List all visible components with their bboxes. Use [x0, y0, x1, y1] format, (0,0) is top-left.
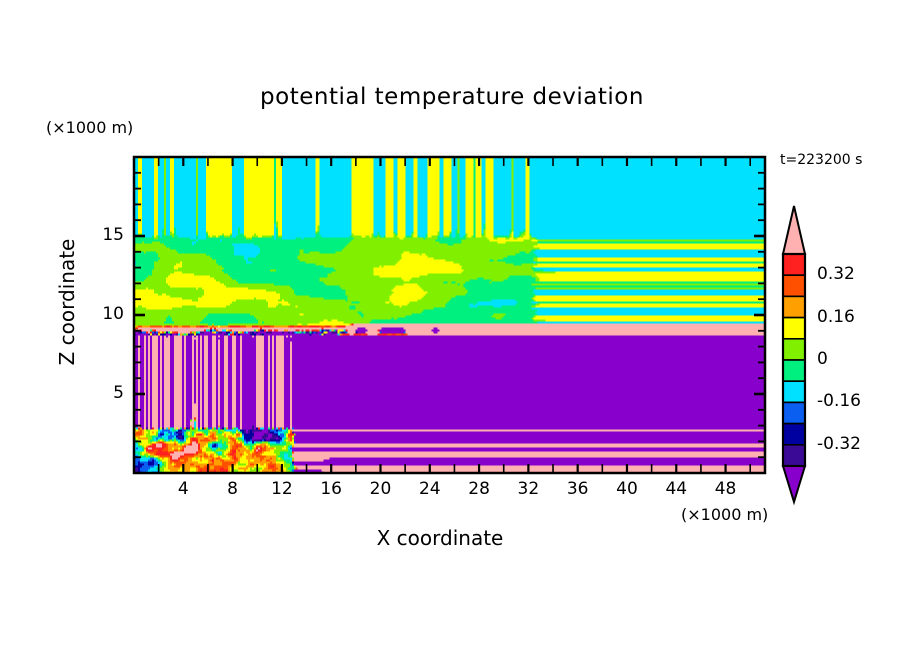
x-tick-label: 36	[566, 479, 589, 499]
colorbar-band	[782, 274, 806, 298]
colorbar-band	[782, 316, 806, 340]
x-axis-label: X coordinate	[376, 526, 504, 550]
x-tick-label: 44	[665, 479, 688, 499]
colorbar-tick-label: -0.32	[817, 433, 861, 454]
colorbar-tick-label: -0.16	[817, 391, 861, 412]
x-tick-label: 28	[468, 479, 490, 499]
colorbar-band	[782, 443, 806, 467]
x-tick-label: 12	[271, 479, 293, 499]
x-tick-label: 24	[418, 479, 441, 499]
colorbar	[781, 205, 807, 506]
x-tick-label: 40	[616, 479, 638, 499]
colorbar-band	[782, 337, 806, 361]
colorbar-band	[782, 422, 806, 446]
colorbar-band	[782, 380, 806, 404]
x-tick-label: 4	[177, 479, 189, 499]
contour-field	[134, 157, 765, 473]
colorbar-band	[782, 253, 806, 277]
plot-frame	[132, 155, 767, 475]
x-tick-label: 48	[714, 479, 737, 499]
colorbar-band	[782, 401, 806, 425]
y-tick-label: 5	[113, 383, 124, 403]
colorbar-tick-label: 0.16	[817, 306, 855, 327]
colorbar-band	[782, 359, 806, 383]
x-tick-label: 20	[369, 479, 392, 499]
time-annotation: t=223200 s	[780, 152, 863, 168]
x-tick-label: 32	[517, 479, 540, 499]
colorbar-tick-label: 0.32	[817, 264, 855, 285]
y-tick-label: 15	[102, 225, 124, 245]
y-tick-label: 10	[102, 304, 124, 324]
page-title: potential temperature deviation	[260, 84, 644, 110]
colorbar-tick-label: 0	[817, 349, 828, 369]
colorbar-unit-label: (×1000 m)	[681, 505, 769, 524]
x-tick-label: 16	[320, 479, 342, 499]
colorbar-under-arrow	[781, 465, 807, 506]
colorbar-over-arrow	[781, 205, 807, 255]
x-tick-label: 8	[227, 479, 238, 499]
colorbar-band	[782, 295, 806, 319]
z-axis-unit-label: (×1000 m)	[46, 118, 134, 137]
